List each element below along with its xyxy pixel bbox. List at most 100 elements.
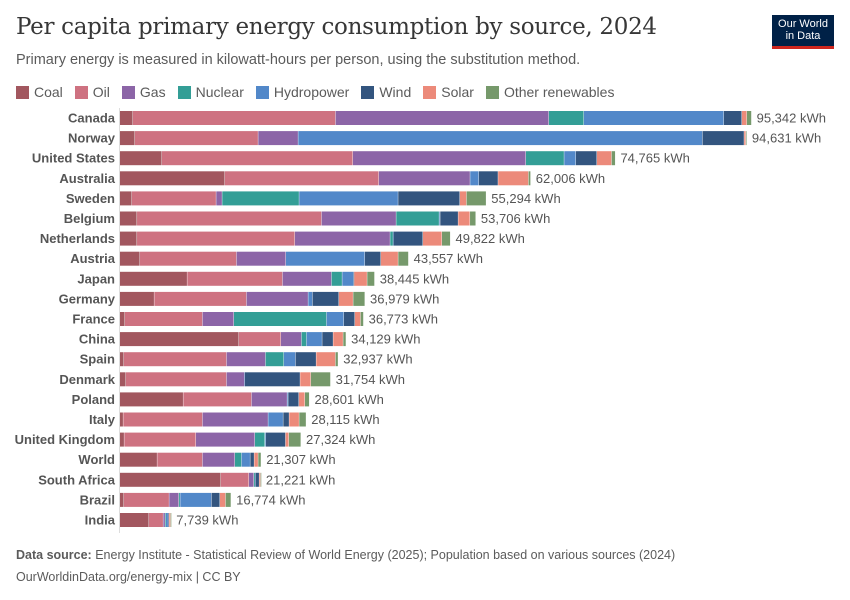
bar-segment-solar[interactable]: [219, 492, 226, 507]
bar-segment-coal[interactable]: [120, 231, 137, 246]
bar-segment-other-renewables[interactable]: [335, 352, 338, 367]
bar-segment-gas[interactable]: [335, 111, 549, 125]
bar-segment-solar[interactable]: [338, 291, 353, 306]
bar-segment-nuclear[interactable]: [301, 332, 307, 347]
bar-segment-solar[interactable]: [741, 111, 747, 125]
bar-segment-gas[interactable]: [249, 472, 254, 487]
bar-segment-coal[interactable]: [120, 251, 140, 266]
bar-segment-nuclear[interactable]: [525, 151, 564, 166]
bar-segment-wind[interactable]: [288, 392, 299, 407]
bar-segment-gas[interactable]: [251, 392, 287, 407]
bar-segment-hydropower[interactable]: [255, 472, 256, 487]
bar-segment-coal[interactable]: [120, 452, 157, 467]
bar-segment-solar[interactable]: [596, 151, 612, 166]
bar-segment-oil[interactable]: [157, 452, 203, 467]
bar-segment-wind[interactable]: [211, 492, 220, 507]
bar-segment-solar[interactable]: [422, 231, 442, 246]
bar-segment-other-renewables[interactable]: [745, 131, 747, 146]
bar-segment-gas[interactable]: [195, 432, 255, 447]
bar-segment-solar[interactable]: [380, 251, 398, 266]
bar-segment-hydropower[interactable]: [283, 352, 296, 367]
bar-segment-other-renewables[interactable]: [310, 372, 331, 387]
bar-segment-gas[interactable]: [258, 131, 298, 146]
bar-segment-gas[interactable]: [202, 452, 235, 467]
bar-segment-wind[interactable]: [255, 472, 259, 487]
bar-segment-wind[interactable]: [168, 513, 169, 527]
bar-segment-other-renewables[interactable]: [299, 412, 306, 427]
bar-segment-solar[interactable]: [744, 131, 746, 146]
bar-segment-hydropower[interactable]: [264, 432, 266, 447]
bar-segment-wind[interactable]: [440, 211, 458, 226]
bar-segment-oil[interactable]: [154, 291, 247, 306]
owid-logo[interactable]: Our World in Data: [772, 15, 834, 49]
bar-segment-other-renewables[interactable]: [360, 312, 364, 326]
bar-segment-oil[interactable]: [125, 372, 227, 387]
bar-segment-hydropower[interactable]: [299, 191, 398, 206]
bar-segment-wind[interactable]: [353, 271, 355, 286]
bar-segment-coal[interactable]: [120, 131, 135, 146]
bar-segment-wind[interactable]: [398, 191, 460, 206]
bar-segment-coal[interactable]: [120, 392, 183, 407]
bar-segment-other-renewables[interactable]: [367, 271, 375, 286]
bar-segment-oil[interactable]: [162, 151, 353, 166]
bar-segment-solar[interactable]: [300, 372, 311, 387]
bar-segment-solar[interactable]: [285, 432, 289, 447]
bar-segment-gas[interactable]: [294, 231, 390, 246]
bar-segment-hydropower[interactable]: [268, 412, 283, 427]
bar-segment-other-renewables[interactable]: [746, 111, 752, 125]
bar-segment-solar[interactable]: [316, 352, 336, 367]
bar-segment-wind[interactable]: [702, 131, 744, 146]
bar-segment-hydropower[interactable]: [470, 171, 479, 186]
bar-segment-hydropower[interactable]: [165, 513, 168, 527]
bar-segment-coal[interactable]: [120, 151, 162, 166]
bar-segment-other-renewables[interactable]: [304, 392, 310, 407]
bar-segment-oil[interactable]: [123, 412, 203, 427]
bar-segment-oil[interactable]: [137, 211, 322, 226]
bar-segment-wind[interactable]: [244, 372, 300, 387]
bar-segment-oil[interactable]: [220, 472, 249, 487]
bar-segment-nuclear[interactable]: [165, 513, 166, 527]
bar-segment-oil[interactable]: [140, 251, 237, 266]
bar-segment-wind[interactable]: [393, 231, 423, 246]
bar-segment-oil[interactable]: [149, 513, 163, 527]
bar-segment-nuclear[interactable]: [265, 352, 284, 367]
bar-segment-oil[interactable]: [132, 111, 336, 125]
bar-segment-coal[interactable]: [120, 492, 124, 507]
bar-segment-wind[interactable]: [364, 251, 381, 266]
bar-segment-other-renewables[interactable]: [442, 231, 451, 246]
bar-segment-nuclear[interactable]: [234, 452, 242, 467]
legend-item[interactable]: Wind: [361, 84, 411, 100]
bar-segment-solar[interactable]: [254, 452, 258, 467]
bar-segment-other-renewables[interactable]: [260, 472, 262, 487]
bar-segment-oil[interactable]: [238, 332, 281, 347]
bar-segment-nuclear[interactable]: [548, 111, 584, 125]
bar-segment-oil[interactable]: [183, 392, 252, 407]
bar-segment-oil[interactable]: [137, 231, 295, 246]
bar-segment-gas[interactable]: [226, 352, 266, 367]
bar-segment-coal[interactable]: [120, 171, 225, 186]
bar-segment-nuclear[interactable]: [253, 472, 255, 487]
bar-segment-oil[interactable]: [124, 312, 203, 326]
bar-segment-other-renewables[interactable]: [170, 513, 172, 527]
bar-segment-wind[interactable]: [575, 151, 597, 166]
bar-segment-oil[interactable]: [134, 131, 258, 146]
bar-segment-other-renewables[interactable]: [398, 251, 409, 266]
bar-segment-gas[interactable]: [321, 211, 396, 226]
bar-segment-solar[interactable]: [169, 513, 171, 527]
bar-segment-solar[interactable]: [459, 191, 467, 206]
bar-segment-other-renewables[interactable]: [470, 211, 476, 226]
bar-segment-gas[interactable]: [226, 372, 245, 387]
bar-segment-gas[interactable]: [169, 492, 179, 507]
bar-segment-gas[interactable]: [202, 412, 268, 427]
bar-segment-hydropower[interactable]: [298, 131, 703, 146]
bar-segment-wind[interactable]: [312, 291, 339, 306]
bar-segment-coal[interactable]: [120, 332, 239, 347]
bar-segment-hydropower[interactable]: [180, 492, 212, 507]
legend-item[interactable]: Other renewables: [485, 84, 614, 100]
bar-segment-solar[interactable]: [458, 211, 470, 226]
bar-segment-other-renewables[interactable]: [353, 291, 365, 306]
bar-segment-hydropower[interactable]: [308, 291, 313, 306]
bar-segment-hydropower[interactable]: [393, 231, 394, 246]
bar-segment-wind[interactable]: [295, 352, 316, 367]
bar-segment-other-renewables[interactable]: [225, 492, 231, 507]
